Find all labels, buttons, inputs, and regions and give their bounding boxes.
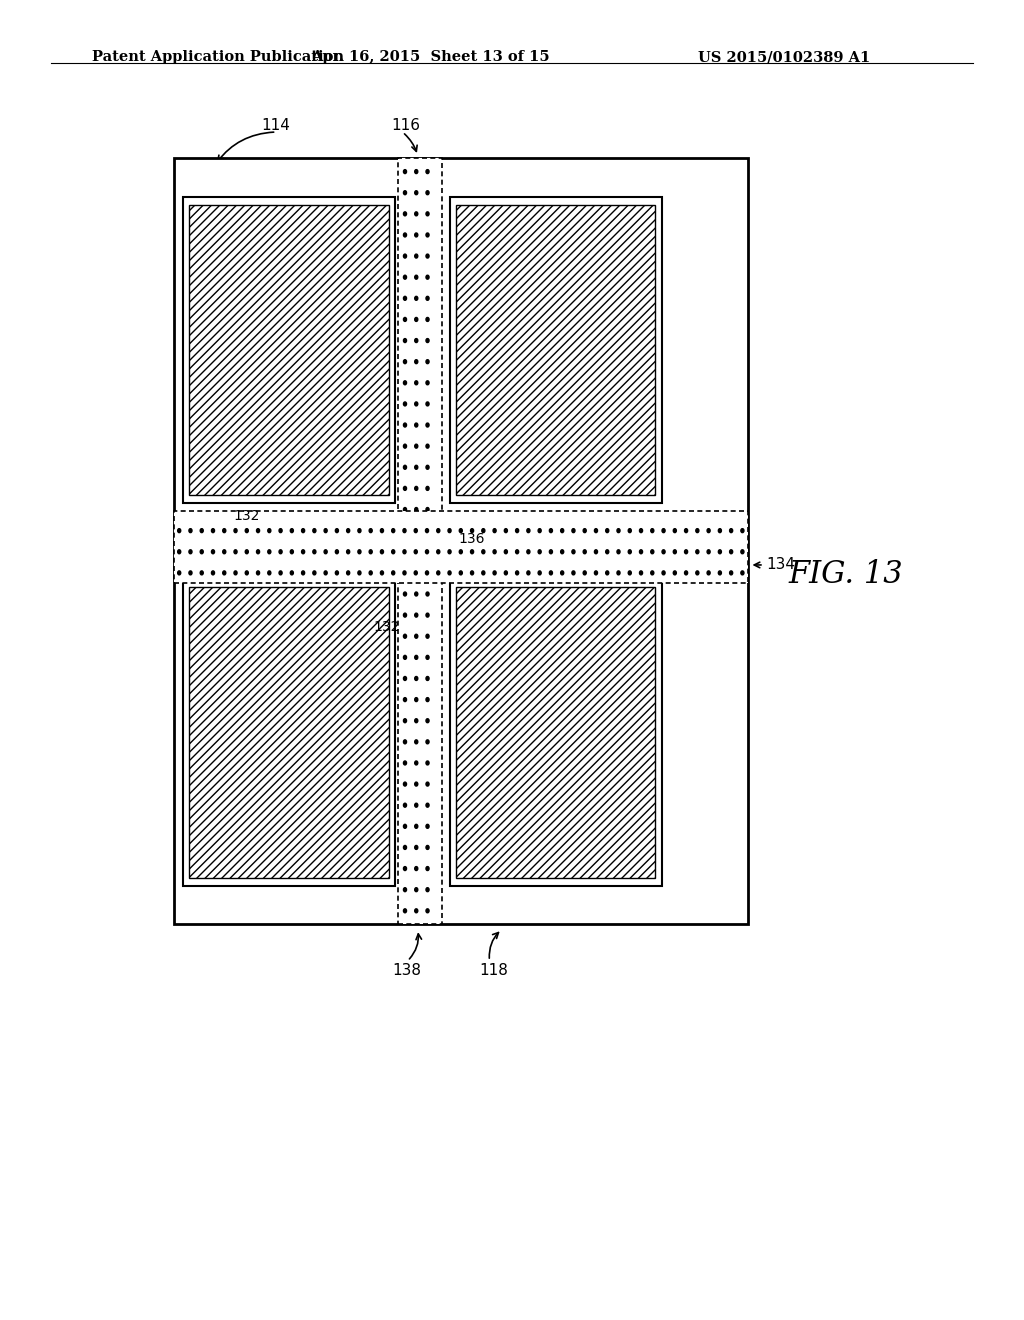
Text: US 2015/0102389 A1: US 2015/0102389 A1: [698, 50, 870, 65]
Text: 116: 116: [391, 117, 420, 133]
Text: 118: 118: [479, 962, 508, 978]
Text: 132: 132: [374, 620, 400, 634]
Text: 114: 114: [261, 117, 290, 133]
Text: 138: 138: [392, 962, 421, 978]
Text: 136: 136: [459, 532, 485, 545]
Text: Patent Application Publication: Patent Application Publication: [92, 50, 344, 65]
Text: FIG. 13: FIG. 13: [788, 558, 903, 590]
Text: Apr. 16, 2015  Sheet 13 of 15: Apr. 16, 2015 Sheet 13 of 15: [310, 50, 550, 65]
Text: 134: 134: [766, 557, 795, 573]
Text: 132: 132: [233, 510, 260, 523]
